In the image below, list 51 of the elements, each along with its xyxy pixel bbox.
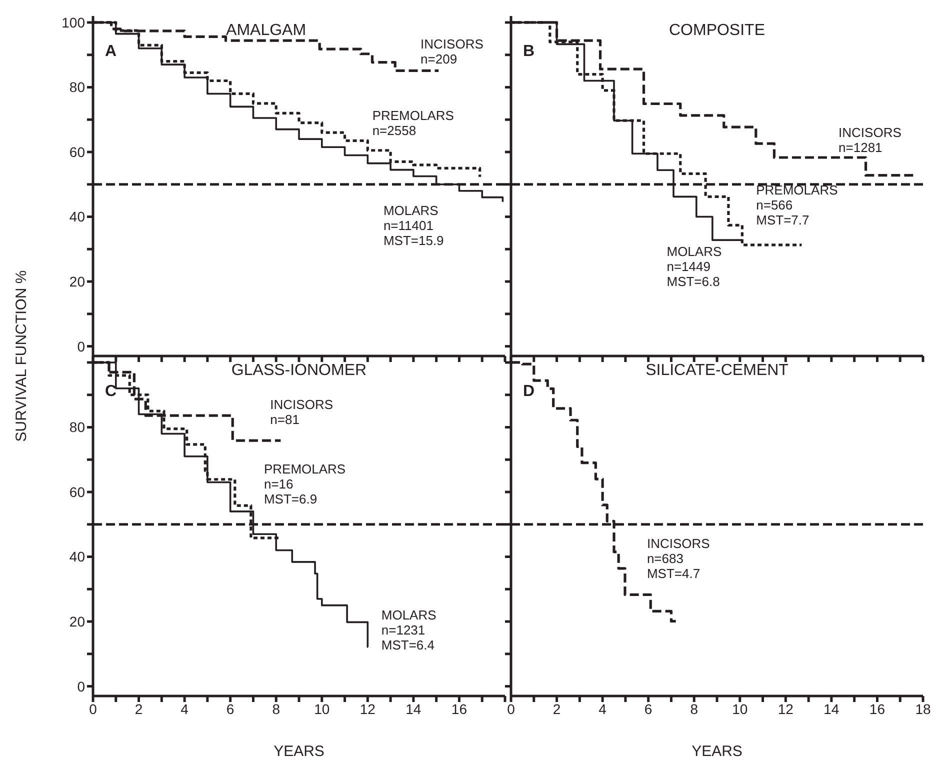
x-tick-label: 10 [732, 700, 748, 717]
y-tick-label: 100 [62, 14, 86, 30]
chart-title: SILICATE-CEMENT [646, 362, 789, 379]
x-tick-label: 18 [915, 700, 931, 717]
annotation: PREMOLARS n=2558 [372, 108, 454, 138]
x-tick-label: 12 [778, 700, 794, 717]
x-tick-label: 8 [272, 700, 280, 717]
x-tick-label: 0 [507, 700, 516, 717]
y-tick-label: 80 [69, 419, 86, 436]
x-tick-label: 16 [451, 700, 468, 717]
x-tick-label: 10 [314, 700, 330, 717]
annotation: INCISORS n=209 [420, 36, 484, 66]
y-tick-label: 40 [69, 548, 86, 565]
y-tick-label: 20 [69, 273, 86, 290]
annotation: D [523, 383, 535, 400]
x-tick-label: 12 [360, 700, 376, 717]
y-tick-label: 20 [69, 613, 86, 630]
x-tick-label: 4 [180, 700, 189, 717]
annotation: C [105, 383, 117, 400]
annotation: PREMOLARS n=16 MST=6.9 [264, 461, 346, 506]
x-tick-label: 0 [89, 700, 98, 717]
x-tick-label: 14 [406, 700, 422, 717]
y-tick-label: 60 [69, 144, 86, 160]
y-tick-label: 0 [77, 678, 86, 694]
annotation: MOLARS n=11401 MST=15.9 [383, 203, 444, 248]
annotation: MOLARS n=1231 MST=6.4 [381, 608, 437, 653]
x-tick-label: 14 [824, 700, 840, 717]
y-tick-label: 80 [69, 79, 86, 96]
x-axis-title: YEARS [692, 743, 742, 760]
annotation: A [105, 43, 117, 60]
annotation: INCISORS n=1281 [838, 124, 902, 155]
y-tick-label: 0 [77, 338, 86, 354]
x-tick-label: 4 [598, 700, 607, 717]
annotation: INCISORS n=683 MST=4.7 [646, 536, 710, 582]
y-tick-label: 40 [69, 208, 86, 225]
x-tick-label: 2 [552, 700, 561, 717]
x-axis-title: YEARS [274, 743, 324, 760]
annotation: MOLARS n=1449 MST=6.8 [666, 244, 722, 289]
x-tick-label: 6 [644, 700, 652, 717]
annotation: B [523, 43, 535, 60]
y-axis-title: SURVIVAL FUNCTION % [13, 270, 30, 442]
x-tick-label: 8 [690, 700, 698, 717]
y-tick-label: 60 [69, 484, 86, 500]
x-tick-label: 16 [869, 700, 886, 717]
annotation: PREMOLARS n=566 MST=7.7 [756, 182, 838, 228]
chart-title: GLASS-IONOMER [231, 362, 367, 379]
x-tick-label: 6 [226, 700, 234, 717]
annotation: INCISORS n=81 [270, 396, 334, 427]
x-tick-label: 2 [134, 700, 143, 717]
chart-title: AMALGAM [226, 22, 306, 39]
chart-title: COMPOSITE [668, 22, 766, 39]
